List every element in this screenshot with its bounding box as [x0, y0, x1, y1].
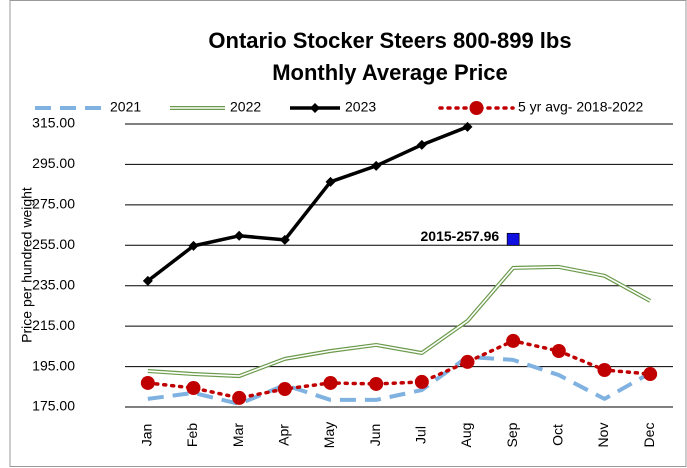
x-tick-label: Apr	[276, 424, 292, 446]
legend-marker	[469, 101, 484, 115]
chart-subtitle: Monthly Average Price	[272, 60, 508, 85]
legend-label: 2022	[230, 99, 261, 115]
y-tick-label: 295.00	[32, 155, 75, 171]
marker	[371, 160, 382, 171]
marker	[140, 375, 155, 390]
marker	[279, 234, 290, 245]
y-axis-label: Price per hundred weight	[19, 187, 35, 343]
x-tick-label: Sep	[504, 422, 520, 447]
legend-label: 2021	[110, 99, 141, 115]
legend-marker	[310, 103, 320, 113]
x-tick-label: Aug	[458, 423, 474, 448]
legend-label: 5 yr avg- 2018-2022	[518, 99, 644, 115]
y-tick-label: 215.00	[32, 317, 75, 333]
chart-frame	[9, 0, 687, 467]
marker	[460, 354, 475, 369]
y-tick-label: 275.00	[32, 196, 75, 212]
x-tick-label: Mar	[230, 423, 246, 447]
marker	[142, 275, 153, 286]
marker	[551, 344, 566, 359]
marker	[323, 375, 338, 390]
marker	[414, 374, 429, 389]
marker	[325, 176, 336, 187]
marker	[462, 121, 473, 132]
x-tick-label: Feb	[184, 423, 200, 447]
marker	[416, 139, 427, 150]
x-tick-label: Jun	[367, 424, 383, 447]
x-tick-label: Oct	[550, 424, 566, 446]
marker	[369, 376, 384, 391]
y-tick-label: 315.00	[32, 115, 75, 131]
marker	[643, 367, 658, 382]
series-line	[146, 125, 469, 283]
marker	[188, 240, 199, 251]
legend-label: 2023	[345, 99, 376, 115]
y-tick-label: 195.00	[32, 357, 75, 373]
series-line	[147, 354, 652, 406]
marker	[186, 380, 201, 395]
y-tick-label: 235.00	[32, 276, 75, 292]
x-tick-label: Jan	[139, 424, 155, 447]
marker	[277, 382, 292, 397]
x-tick-label: May	[321, 422, 337, 448]
y-tick-label: 255.00	[32, 236, 75, 252]
annotation-marker	[506, 232, 520, 246]
series-line-inner	[147, 266, 651, 377]
annotation-label: 2015-257.96	[421, 228, 500, 244]
marker	[506, 333, 521, 348]
y-tick-label: 175.00	[32, 398, 75, 414]
x-tick-label: Dec	[641, 423, 657, 448]
marker	[234, 230, 245, 241]
chart-title: Ontario Stocker Steers 800-899 lbs	[208, 28, 571, 53]
series-line	[146, 339, 652, 400]
marker	[232, 390, 247, 405]
marker	[597, 363, 612, 378]
x-tick-label: Jul	[413, 426, 429, 444]
x-tick-label: Nov	[595, 423, 611, 448]
